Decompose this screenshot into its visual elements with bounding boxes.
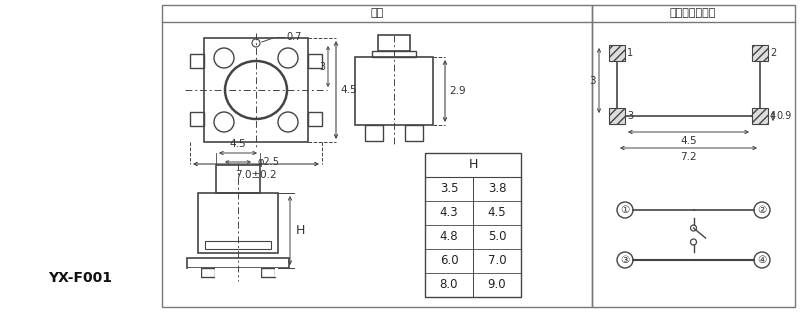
Bar — [198, 193, 278, 253]
Bar — [188, 268, 201, 277]
Bar — [405, 125, 423, 141]
Text: 4.3: 4.3 — [440, 207, 458, 220]
Text: 4.5: 4.5 — [340, 85, 357, 95]
Text: 7.0±0.2: 7.0±0.2 — [235, 170, 277, 180]
Bar — [215, 268, 261, 278]
Bar — [190, 54, 204, 68]
Bar — [609, 108, 625, 124]
Text: 2: 2 — [770, 48, 776, 58]
Bar — [261, 268, 275, 277]
Text: H: H — [296, 224, 306, 237]
Text: 8.0: 8.0 — [440, 279, 458, 291]
Text: 6.0: 6.0 — [440, 255, 458, 267]
Text: 3.8: 3.8 — [488, 183, 506, 196]
Bar — [162, 5, 592, 307]
Text: ①: ① — [620, 205, 630, 215]
Bar — [201, 268, 215, 277]
Text: 4.5: 4.5 — [488, 207, 506, 220]
Text: 0.7: 0.7 — [286, 32, 302, 42]
Text: 5.0: 5.0 — [488, 231, 506, 243]
Text: ④: ④ — [758, 255, 766, 265]
Bar — [372, 51, 416, 57]
Bar — [752, 108, 768, 124]
Text: 3: 3 — [627, 111, 633, 121]
Bar — [378, 35, 410, 51]
Bar — [355, 57, 433, 125]
Text: 4.8: 4.8 — [440, 231, 458, 243]
Text: 尺寸: 尺寸 — [370, 8, 384, 18]
Bar — [609, 45, 625, 61]
Bar — [205, 241, 271, 249]
Text: YX-F001: YX-F001 — [48, 271, 112, 285]
Text: φ2.5: φ2.5 — [257, 157, 279, 167]
Text: 3: 3 — [319, 61, 325, 71]
Text: 4.5: 4.5 — [230, 139, 246, 149]
Text: ②: ② — [758, 205, 766, 215]
Text: 安装图及电路图: 安装图及电路图 — [670, 8, 716, 18]
Text: 3.5: 3.5 — [440, 183, 458, 196]
Text: H: H — [468, 158, 478, 172]
Bar — [592, 5, 795, 307]
Text: 7.0: 7.0 — [488, 255, 506, 267]
Bar — [204, 38, 308, 142]
Bar — [187, 258, 289, 268]
Bar — [275, 268, 288, 277]
Bar — [216, 165, 260, 193]
Bar — [365, 125, 383, 141]
Text: 2.9: 2.9 — [449, 86, 466, 96]
Bar — [425, 153, 521, 297]
Text: 9.0: 9.0 — [488, 279, 506, 291]
Bar — [752, 45, 768, 61]
Bar — [190, 112, 204, 126]
Text: 1: 1 — [627, 48, 633, 58]
Text: 0.9: 0.9 — [776, 111, 791, 121]
Text: ③: ③ — [620, 255, 630, 265]
Text: 4.5: 4.5 — [680, 136, 697, 146]
Bar — [308, 54, 322, 68]
Text: 4: 4 — [770, 111, 776, 121]
Bar — [308, 112, 322, 126]
Text: 3: 3 — [590, 76, 596, 85]
Text: 7.2: 7.2 — [680, 152, 697, 162]
